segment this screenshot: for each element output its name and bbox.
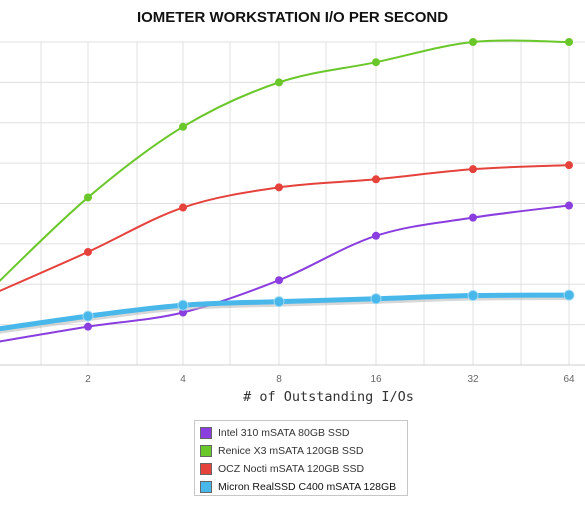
series-lines — [0, 38, 575, 343]
data-point — [177, 299, 189, 311]
legend-label: OCZ Nocti mSATA 120GB SSD — [218, 463, 365, 475]
legend-item: Micron RealSSD C400 mSATA 128GB — [195, 478, 407, 496]
series-3 — [0, 289, 575, 334]
data-point — [565, 161, 573, 170]
x-tick-labels: 2 4 8 16 32 64 — [85, 374, 575, 385]
legend-swatch — [200, 445, 212, 457]
legend-swatch — [200, 463, 212, 475]
data-point — [179, 122, 187, 131]
series-2 — [0, 161, 573, 292]
data-point — [372, 231, 380, 240]
series-0 — [0, 201, 573, 343]
data-point — [372, 58, 380, 67]
x-tick-label: 8 — [276, 374, 282, 385]
x-tick-label: 4 — [180, 374, 186, 385]
legend-swatch — [200, 427, 212, 439]
data-point — [84, 322, 92, 331]
data-point — [372, 175, 380, 184]
series-1 — [0, 38, 573, 282]
data-point — [275, 78, 283, 87]
data-point — [565, 201, 573, 210]
data-point — [273, 296, 285, 308]
legend-label: Micron RealSSD C400 mSATA 128GB — [218, 481, 397, 493]
data-point — [179, 308, 187, 317]
x-tick-label: 16 — [370, 374, 382, 385]
data-point — [563, 289, 575, 301]
data-point — [370, 293, 382, 305]
legend-item: Renice X3 mSATA 120GB SSD — [195, 442, 407, 460]
data-point — [82, 310, 94, 322]
data-point — [275, 276, 283, 285]
legend-label: Renice X3 mSATA 120GB SSD — [218, 445, 364, 457]
data-point — [469, 38, 477, 46]
legend-item: Intel 310 mSATA 80GB SSD — [195, 424, 407, 442]
data-point — [84, 247, 92, 256]
data-point — [565, 38, 573, 46]
legend: Intel 310 mSATA 80GB SSD Renice X3 mSATA … — [194, 420, 408, 496]
data-point — [275, 183, 283, 192]
legend-item: OCZ Nocti mSATA 120GB SSD — [195, 460, 407, 478]
data-point — [84, 193, 92, 202]
x-tick-label: 32 — [467, 374, 479, 385]
legend-label: Intel 310 mSATA 80GB SSD — [218, 427, 350, 439]
legend-swatch — [200, 481, 212, 493]
x-axis-label: # of Outstanding I/Os — [243, 389, 414, 405]
x-tick-label: 64 — [563, 374, 575, 385]
data-point — [179, 203, 187, 212]
chart-title: IOMETER WORKSTATION I/O PER SECOND — [136, 9, 449, 26]
data-point — [467, 290, 479, 302]
data-point — [469, 165, 477, 174]
series-line — [0, 164, 570, 292]
x-tick-label: 2 — [85, 374, 91, 385]
data-point — [469, 213, 477, 222]
series-line — [0, 204, 570, 343]
